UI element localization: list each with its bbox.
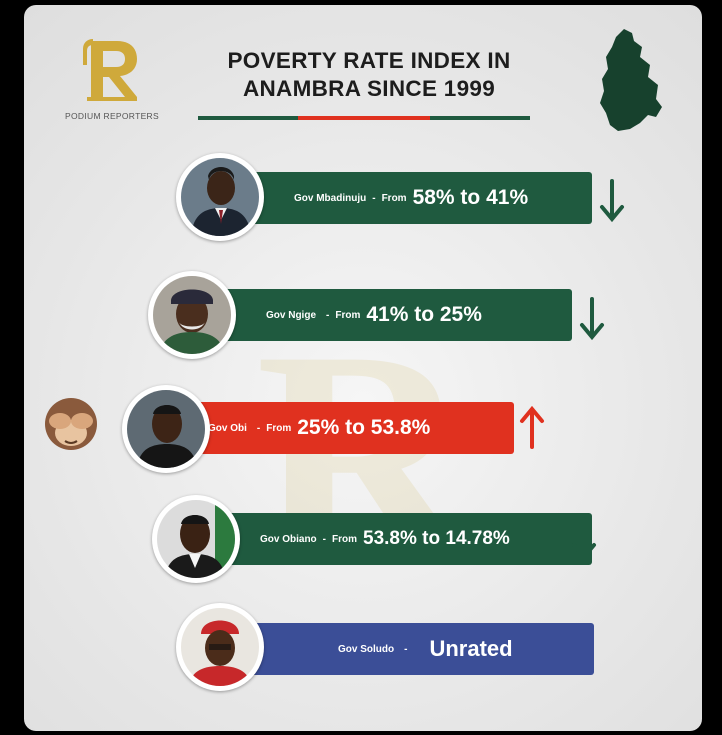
avatar-ngige — [148, 271, 236, 359]
arrow-up-icon — [520, 405, 544, 449]
from-label: From — [332, 533, 358, 545]
governor-bar-obiano: Gov Obiano - From 53.8% to 14.78% — [220, 513, 592, 565]
governor-name: Gov Ngige — [266, 309, 317, 321]
portrait-photo — [153, 276, 231, 354]
governor-name: Gov Obi — [208, 422, 247, 434]
separator: - — [322, 533, 327, 545]
poverty-range: 25% to 53.8% — [297, 416, 431, 439]
separator: - — [256, 422, 261, 434]
governor-name: Gov Obiano — [260, 533, 317, 545]
podium-reporters-logo — [83, 39, 137, 101]
portrait-photo — [157, 500, 235, 578]
arrow-down-icon — [580, 297, 604, 341]
arrow-down-icon — [600, 179, 624, 223]
rating-status: Unrated — [429, 636, 513, 661]
poverty-range: 58% to 41% — [412, 186, 529, 209]
arrow-down-icon — [572, 517, 596, 561]
avatar-obiano — [152, 495, 240, 583]
avatar-obi — [122, 385, 210, 473]
governor-bar-obi: Gov Obi - From 25% to 53.8% — [174, 402, 514, 454]
governor-name: Gov Mbadinuju — [294, 192, 367, 204]
poverty-range: 41% to 25% — [366, 303, 482, 326]
page-title: POVERTY RATE INDEX IN ANAMBRA SINCE 1999 — [194, 47, 544, 103]
portrait-photo — [181, 158, 259, 236]
from-label: From — [335, 309, 361, 321]
avatar-mbadinuju — [176, 153, 264, 241]
portrait-photo — [127, 390, 205, 468]
title-underline — [198, 116, 530, 120]
portrait-photo — [181, 608, 259, 686]
poverty-range: 53.8% to 14.78% — [363, 528, 510, 549]
separator: - — [404, 643, 408, 655]
avatar-soludo — [176, 603, 264, 691]
governor-bar-soludo: Gov Soludo - Unrated — [244, 623, 594, 675]
governor-name: Gov Soludo — [338, 643, 395, 655]
anambra-map-icon — [600, 29, 662, 131]
separator: - — [326, 309, 330, 321]
from-label: From — [381, 192, 407, 204]
title-line-1: POVERTY RATE INDEX IN — [227, 48, 511, 73]
see-no-evil-monkey-icon — [45, 398, 97, 450]
brand-logo: PODIUM REPORTERS — [42, 35, 182, 121]
brand-name: PODIUM REPORTERS — [65, 111, 159, 121]
infographic-card: R PODIUM REPORTERS POVERTY RATE INDEX IN… — [24, 5, 702, 731]
title-line-2: ANAMBRA SINCE 1999 — [242, 76, 496, 101]
from-label: From — [266, 422, 292, 434]
separator: - — [372, 192, 376, 204]
governor-bar-ngige: Gov Ngige - From 41% to 25% — [224, 289, 572, 341]
governor-bar-mbadinuju: Gov Mbadinuju - From 58% to 41% — [242, 172, 592, 224]
